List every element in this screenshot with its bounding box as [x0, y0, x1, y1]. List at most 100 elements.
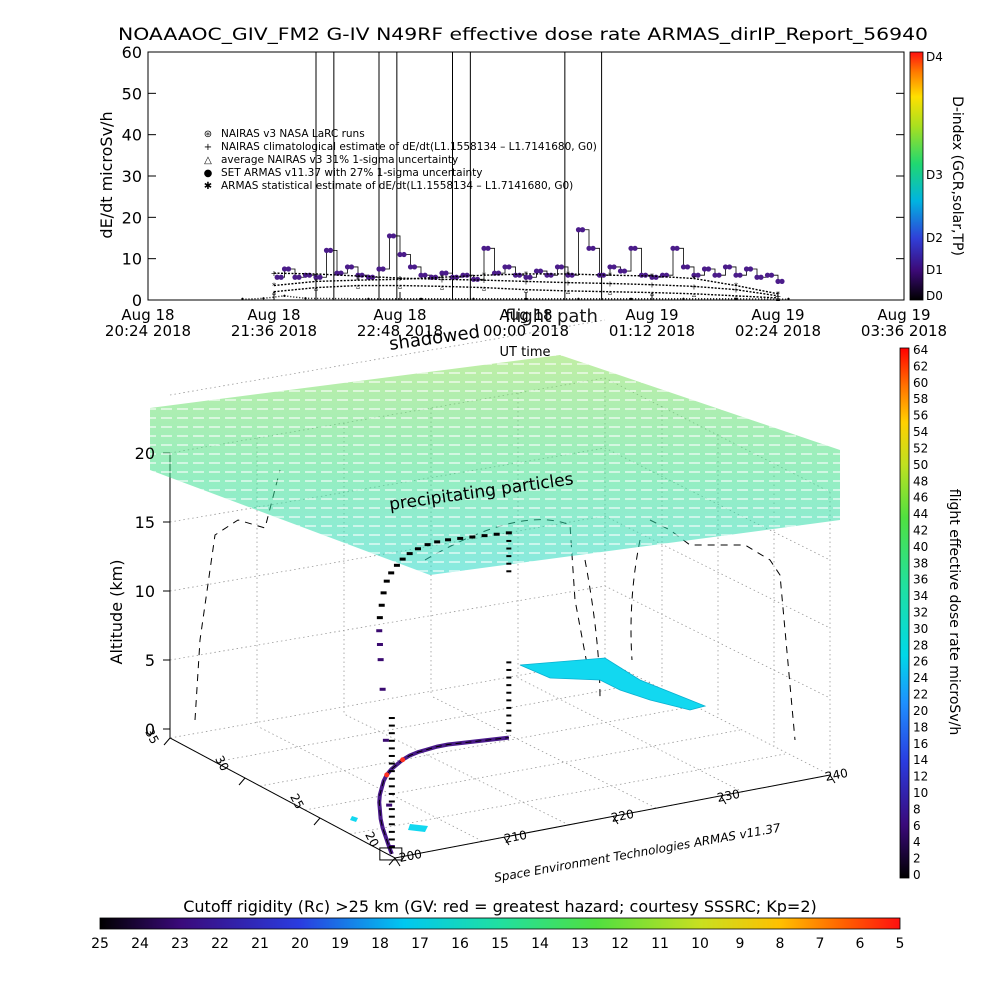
series-marker: •	[282, 292, 287, 301]
armas-point	[422, 272, 428, 278]
descent-point	[506, 668, 512, 671]
dose-colorbar-label: flight effective dose rate microSv/h	[946, 489, 962, 735]
series-marker: *	[398, 275, 402, 284]
series-marker: ▵	[314, 284, 318, 293]
y-tick-label: 0	[132, 291, 142, 310]
armas-point	[418, 272, 424, 278]
rigidity-tick: 12	[611, 936, 629, 952]
dose-colorbar-tick: 36	[913, 573, 928, 587]
series-marker: +	[271, 269, 278, 278]
rigidity-tick: 7	[816, 936, 825, 952]
dose-colorbar-tick: 14	[913, 753, 928, 767]
flight-track-point	[393, 563, 400, 567]
rigidity-tick: 11	[651, 936, 669, 952]
legend-label: SET ARMAS v11.37 with 27% 1-sigma uncert…	[221, 167, 483, 179]
series-marker: •	[629, 295, 634, 304]
series-marker: •	[681, 295, 686, 304]
series-group: + + + + + + + + + + + ++* * * * * * * * * * ***▵ ▵ ▵ ▵ ▵ ▵ ▵ ▵ ▵ ▵ ▵ ▵ ▵•…	[240, 227, 791, 304]
armas-point	[380, 266, 386, 272]
dose-colorbar-tick: 28	[913, 638, 928, 652]
ascent-point	[388, 785, 395, 788]
series-marker: +	[733, 286, 740, 295]
series-marker: *	[734, 282, 738, 291]
altitude-tick: 10	[135, 582, 155, 601]
flight-track-point	[424, 543, 431, 547]
dose-colorbar-tick: 60	[913, 376, 928, 390]
series-line	[273, 273, 779, 295]
descent-point	[506, 539, 512, 542]
ascent-point	[388, 777, 395, 780]
ascent-point	[388, 739, 395, 742]
descent-point	[506, 555, 512, 558]
longitude-tick: 210	[503, 828, 528, 846]
series-marker: +	[565, 279, 572, 288]
altitude-tick: 0	[145, 720, 155, 739]
armas-point	[680, 264, 687, 270]
series-marker: •	[786, 295, 791, 304]
flight-track-point	[388, 571, 395, 575]
series-marker: ▵	[566, 287, 570, 296]
rigidity-tick: 20	[291, 936, 309, 952]
series-marker: ▵	[356, 282, 360, 291]
x-tick-time: 01:12 2018	[609, 322, 695, 340]
series-line	[273, 272, 779, 297]
ground-track-dashed	[378, 737, 509, 855]
rigidity-tick: 17	[411, 936, 429, 952]
series-marker: •	[303, 294, 308, 303]
armas-point	[768, 272, 775, 278]
flight-track-point	[382, 738, 389, 742]
armas-point	[775, 278, 781, 284]
armas-point	[617, 268, 624, 274]
rigidity-tick: 14	[531, 936, 549, 952]
flight-track-point	[379, 687, 386, 691]
series-marker: *	[314, 277, 318, 286]
y-tick-label: 20	[122, 208, 142, 227]
ascent-point	[388, 762, 395, 765]
armas-point	[586, 245, 592, 251]
latitude-tick: 35	[142, 726, 162, 746]
descent-point	[506, 570, 512, 573]
dose-colorbar-tick: 46	[913, 491, 928, 505]
flight-track-point	[434, 540, 441, 544]
armas-point	[407, 264, 414, 270]
armas-point	[533, 268, 540, 274]
dose-colorbar-tick: 40	[913, 540, 928, 554]
armas-point	[764, 272, 771, 278]
dose-colorbar-tick: 6	[913, 819, 921, 833]
altitude-tick: 20	[135, 444, 155, 463]
series-marker: •	[261, 294, 266, 303]
ascent-point	[388, 754, 395, 757]
rigidity-tick: 13	[571, 936, 589, 952]
armas-point	[344, 264, 351, 270]
descent-point	[506, 691, 512, 694]
rigidity-tick: 6	[856, 936, 865, 952]
armas-point	[716, 272, 722, 278]
dose-colorbar-tick: 16	[913, 737, 928, 751]
armas-point	[516, 272, 523, 278]
armas-point	[701, 266, 708, 272]
armas-point	[653, 274, 659, 280]
altitude-tick: 15	[135, 513, 155, 532]
series-marker: *	[692, 275, 696, 284]
series-marker: +	[607, 279, 614, 288]
armas-point	[323, 247, 330, 253]
x-axis-label: UT time	[500, 345, 551, 360]
armas-point	[464, 272, 470, 278]
armas-point	[317, 274, 323, 280]
y-axis-ticks: 0 10 20 30 40 50 60	[122, 43, 904, 310]
series-marker: *	[272, 282, 276, 291]
rigidity-tick: 23	[171, 936, 189, 952]
armas-point	[439, 270, 445, 276]
descent-point	[506, 684, 512, 687]
d-index-colorbar: D0 D1 D2 D3 D4 D-index (GCR,solar,TP)	[909, 50, 965, 303]
dose-colorbar-tick: 52	[913, 441, 928, 455]
armas-point	[527, 274, 533, 280]
armas-point	[481, 245, 487, 251]
dose-colorbar-tick: 38	[913, 556, 928, 570]
ascent-point	[388, 830, 395, 833]
series-line	[273, 284, 779, 299]
dose-colorbar-tick: 50	[913, 458, 928, 472]
armas-point	[537, 268, 544, 274]
armas-point	[411, 264, 418, 270]
